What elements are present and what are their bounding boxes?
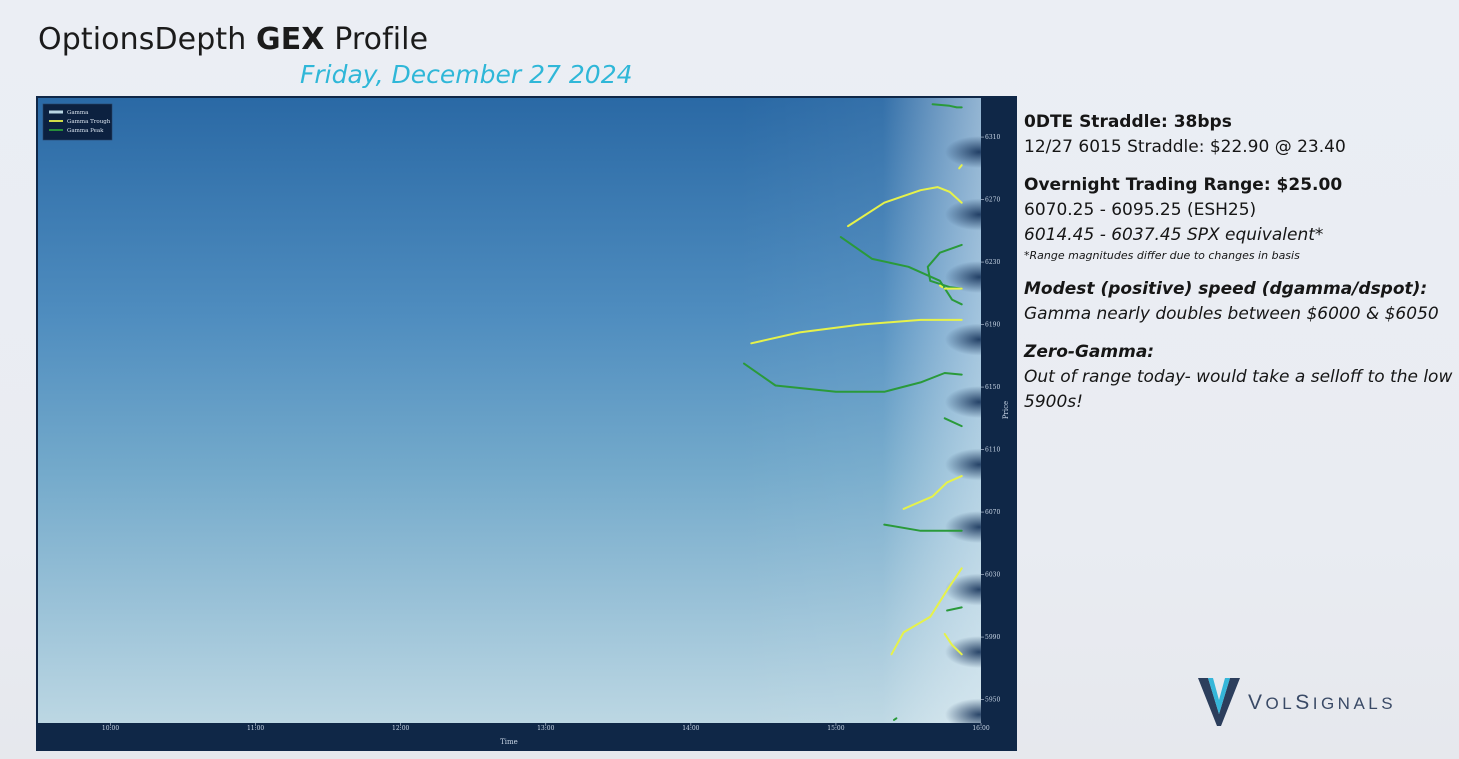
- gamma-trough-line: [958, 164, 963, 170]
- y-tick-label: 6030: [985, 572, 1000, 579]
- x-tick-label: 16:00: [972, 725, 989, 732]
- speed-heading: Modest (positive) speed (dgamma/dspot):: [1024, 279, 1428, 299]
- speed-detail: Gamma nearly doubles between $6000 & $60…: [1024, 304, 1439, 324]
- gamma-hotspot: [945, 636, 981, 669]
- x-tick-label: 12:00: [392, 725, 409, 732]
- legend-label: Gamma Peak: [67, 128, 104, 134]
- gamma-trough-line: [750, 318, 963, 345]
- zero-gamma-block: Zero-Gamma: Out of range today- would ta…: [1024, 340, 1454, 415]
- chart-legend: Gamma Gamma Trough Gamma Peak: [42, 103, 113, 141]
- gamma-hotspot: [945, 448, 981, 481]
- gamma-trough-line: [938, 284, 944, 289]
- gamma-trough-line: [902, 475, 963, 510]
- y-axis-label: Price: [1002, 401, 1010, 419]
- x-tick-label: 11:00: [247, 725, 264, 732]
- y-tick-label: 6150: [985, 384, 1000, 391]
- gamma-peak-line: [931, 103, 963, 109]
- overnight-footnote: *Range magnitudes differ due to changes …: [1024, 249, 1300, 262]
- gamma-peak-line: [946, 606, 963, 612]
- date-subtitle: Friday, December 27 2024: [300, 60, 633, 89]
- gamma-peak-line: [743, 362, 963, 393]
- x-tick-label: 13:00: [537, 725, 554, 732]
- volsignals-wordmark: VOLSIGNALS: [1248, 691, 1397, 714]
- overnight-block: Overnight Trading Range: $25.00 6070.25 …: [1024, 173, 1454, 264]
- volsignals-v-mark-icon: [1198, 678, 1240, 726]
- gamma-peak-line: [926, 243, 963, 290]
- gamma-peak-line: [943, 417, 963, 428]
- y-tick-label: 6310: [985, 134, 1000, 141]
- x-tick-label: 10:00: [102, 725, 119, 732]
- y-tick-label: 6270: [985, 197, 1000, 204]
- straddle-block: 0DTE Straddle: 38bps 12/27 6015 Straddle…: [1024, 110, 1454, 160]
- gamma-hotspot: [945, 261, 981, 294]
- gamma-peak-line: [893, 717, 898, 721]
- legend-label: Gamma: [67, 110, 89, 116]
- y-tick-label: 5950: [985, 697, 1000, 704]
- y-tick-label: 6190: [985, 322, 1000, 329]
- gamma-trough-line: [943, 632, 963, 656]
- straddle-detail: 12/27 6015 Straddle: $22.90 @ 23.40: [1024, 137, 1346, 157]
- gamma-heat-edge: [736, 98, 981, 723]
- gamma-hotspot: [945, 136, 981, 169]
- gex-heatmap-chart: 5950 5990 6030 6070 6110 6150 6190 6230 6270 6310…: [36, 96, 1017, 751]
- gamma-peak-line: [883, 523, 963, 532]
- legend-label: Gamma Trough: [67, 119, 111, 125]
- straddle-heading: 0DTE Straddle: 38bps: [1024, 112, 1232, 132]
- y-tick-label: 5990: [985, 634, 1000, 641]
- gamma-heat-hotspots: [945, 136, 981, 723]
- overnight-spx-range: 6014.45 - 6037.45 SPX equivalent*: [1024, 225, 1324, 245]
- gamma-trough-line: [847, 186, 963, 228]
- gamma-hotspot: [945, 511, 981, 544]
- gamma-peak-line: [839, 236, 963, 306]
- x-tick-label: 15:00: [827, 725, 844, 732]
- market-notes: 0DTE Straddle: 38bps 12/27 6015 Straddle…: [1024, 110, 1454, 428]
- gamma-trough-line: [890, 567, 963, 656]
- volsignals-logo: VOLSIGNALS: [1196, 676, 1416, 728]
- overnight-heading: Overnight Trading Range: $25.00: [1024, 175, 1343, 195]
- y-tick-label: 6230: [985, 259, 1000, 266]
- gamma-hotspot: [945, 698, 981, 723]
- overnight-futures-range: 6070.25 - 6095.25 (ESH25): [1024, 200, 1257, 220]
- gamma-hotspot: [945, 198, 981, 231]
- x-axis-label: Time: [500, 738, 518, 746]
- x-tick-label: 14:00: [682, 725, 699, 732]
- gamma-hotspot: [945, 323, 981, 356]
- y-tick-label: 6110: [985, 447, 1000, 454]
- chart-svg: 5950 5990 6030 6070 6110 6150 6190 6230 6270 6310…: [36, 96, 1017, 751]
- gamma-hotspot: [945, 386, 981, 419]
- zero-gamma-heading: Zero-Gamma:: [1024, 342, 1155, 362]
- y-tick-label: 6070: [985, 509, 1000, 516]
- speed-block: Modest (positive) speed (dgamma/dspot): …: [1024, 277, 1454, 327]
- zero-gamma-detail: Out of range today- would take a selloff…: [1024, 367, 1453, 412]
- page-title: OptionsDepth GEX Profile: [38, 22, 429, 57]
